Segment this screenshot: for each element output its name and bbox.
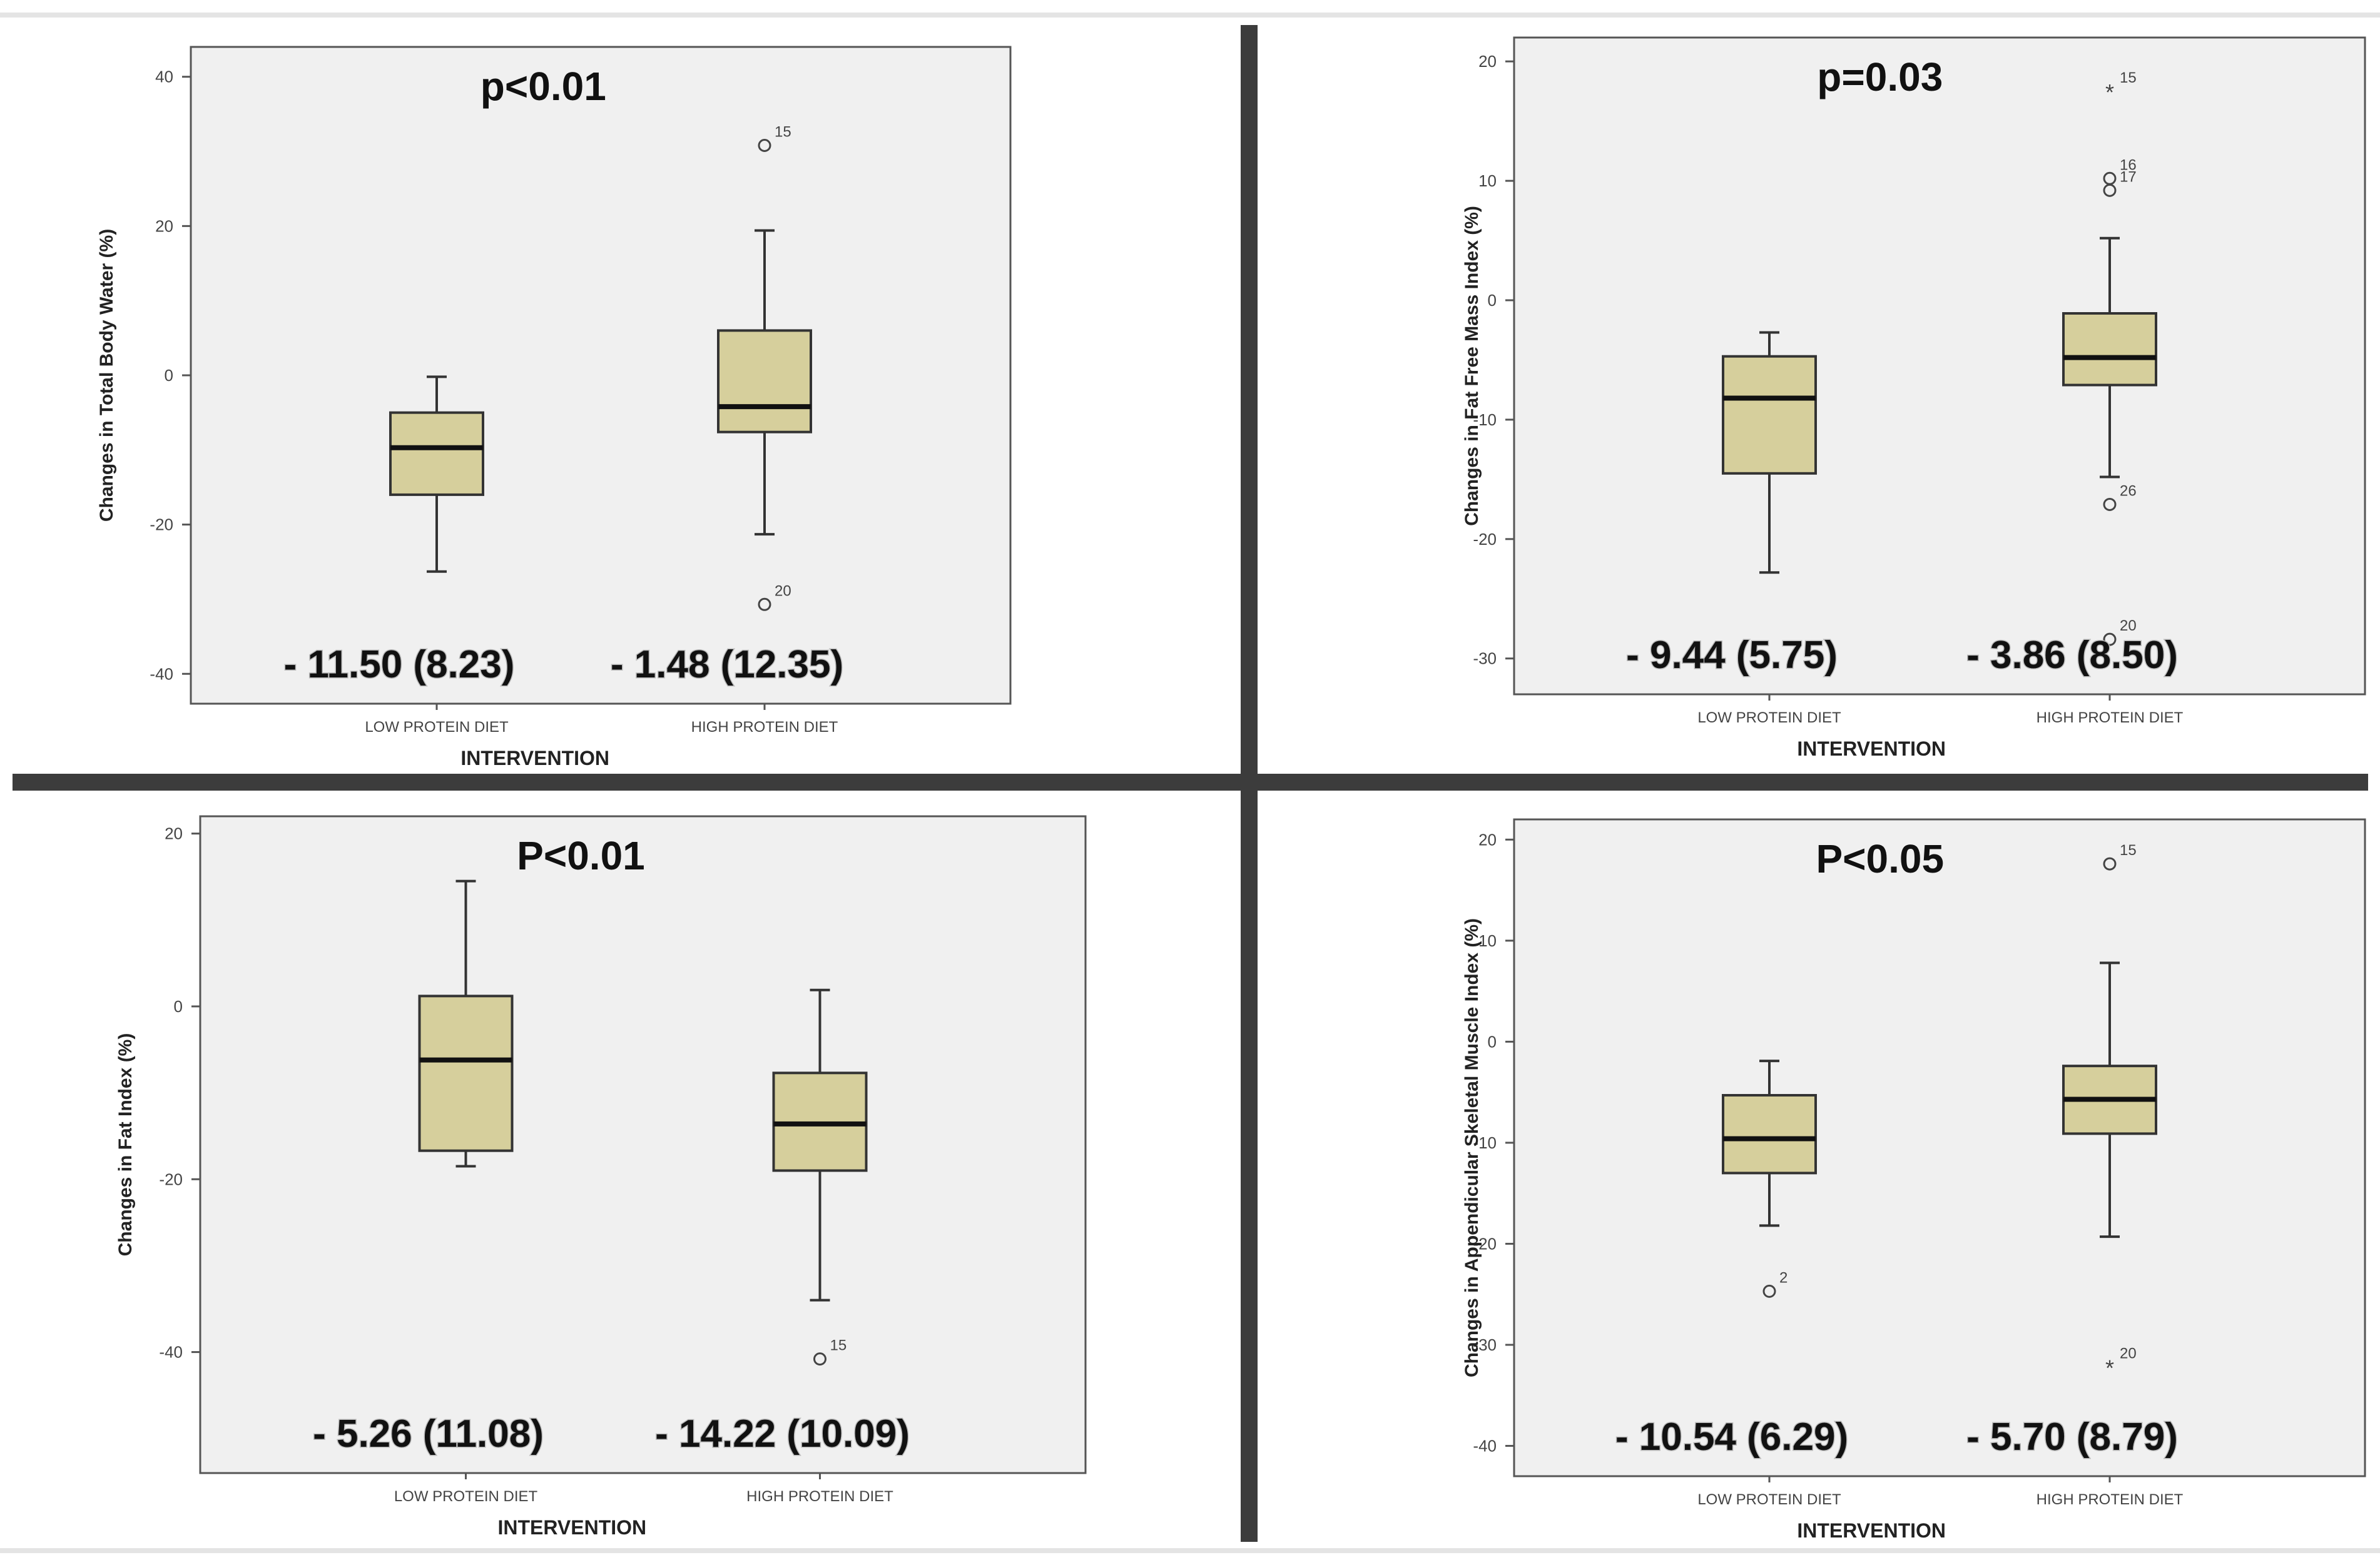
y-tick-label: 0 xyxy=(165,366,173,385)
y-tick-label: -40 xyxy=(150,664,173,683)
outlier-label: 15 xyxy=(830,1337,847,1354)
x-axis-label: INTERVENTION xyxy=(1797,1519,1946,1542)
y-axis-label: Changes in Appendicular Skeletal Muscle … xyxy=(1462,918,1482,1377)
y-axis-label: Changes in Fat Free Mass Index (%) xyxy=(1462,206,1482,526)
outlier-circle xyxy=(2103,857,2117,871)
y-tick-label: -20 xyxy=(159,1170,183,1188)
x-axis-label: INTERVENTION xyxy=(1797,737,1946,760)
outlier-label: 15 xyxy=(2120,69,2137,86)
x-axis-label: INTERVENTION xyxy=(460,747,609,769)
x-tick-label: HIGH PROTEIN DIET xyxy=(691,719,838,736)
bottom-border-line xyxy=(0,1548,2380,1553)
plot-area xyxy=(1513,36,2366,696)
outlier-label: 2 xyxy=(1779,1269,1788,1286)
outlier-circle xyxy=(2103,183,2117,197)
box-iqr xyxy=(418,995,514,1152)
chart-fat-free-mass-index: 20 10 0 -10 -20 -30 Changes in Fat Free Mass I… xyxy=(1462,36,2366,760)
outlier-circle xyxy=(758,597,771,611)
x-tick-label: LOW PROTEIN DIET xyxy=(365,719,509,736)
y-tick-label: -20 xyxy=(150,515,173,534)
plot-area xyxy=(190,46,1012,705)
x-tick-label: LOW PROTEIN DIET xyxy=(1697,1491,1841,1508)
outlier-circle xyxy=(1762,1284,1776,1298)
box-iqr xyxy=(1722,1094,1817,1175)
y-tick-label: -30 xyxy=(1473,1335,1497,1354)
chart-title: p=0.03 xyxy=(1817,54,1943,99)
chart-title: P<0.05 xyxy=(1816,836,1944,881)
box-iqr xyxy=(2062,312,2157,387)
y-tick-label: 20 xyxy=(165,824,183,843)
outlier-label: 17 xyxy=(2120,168,2137,185)
x-tick-label: HIGH PROTEIN DIET xyxy=(2037,709,2184,726)
outlier-label: 20 xyxy=(2120,1345,2137,1362)
outlier-label: 26 xyxy=(2120,482,2137,499)
y-axis-label: Changes in Fat Index (%) xyxy=(115,1033,136,1257)
plot-area xyxy=(199,815,1087,1474)
y-tick-label: -10 xyxy=(1473,410,1497,429)
y-tick-label: 0 xyxy=(174,997,183,1016)
x-tick-label: HIGH PROTEIN DIET xyxy=(746,1488,893,1505)
plot-area xyxy=(1513,818,2366,1477)
y-tick-label: -10 xyxy=(1473,1133,1497,1152)
y-tick-label: 20 xyxy=(1478,52,1497,71)
y-tick-label: 10 xyxy=(1478,931,1497,950)
y-tick-label: 0 xyxy=(1488,291,1497,310)
y-tick-label: -20 xyxy=(1473,1234,1497,1253)
y-tick-label: -30 xyxy=(1473,649,1497,668)
y-tick-label: -20 xyxy=(1473,530,1497,549)
y-tick-label: 20 xyxy=(1478,830,1497,849)
y-tick-label: -40 xyxy=(1473,1437,1497,1456)
y-axis-label: Changes in Total Body Water (%) xyxy=(96,229,117,522)
outlier-label: 15 xyxy=(2120,842,2137,859)
y-tick-label: 40 xyxy=(155,68,173,86)
outlier-circle xyxy=(2103,632,2117,646)
summary-stat-label: - 3.86 (8.50) xyxy=(1966,634,2178,677)
outlier-circle xyxy=(813,1352,826,1366)
summary-stat-label: - 1.48 (12.35) xyxy=(611,643,843,686)
summary-stat-label: - 11.50 (8.23) xyxy=(284,643,515,686)
x-tick-label: LOW PROTEIN DIET xyxy=(394,1488,538,1505)
y-tick-label: 20 xyxy=(155,216,173,235)
summary-stat-label: - 10.54 (6.29) xyxy=(1615,1416,1848,1459)
outlier-label: 20 xyxy=(775,582,791,599)
horizontal-separator xyxy=(13,774,2368,791)
outlier-label: 15 xyxy=(775,124,791,141)
box-iqr xyxy=(1722,355,1817,475)
chart-appendicular-skeletal-muscle-index: 20 10 0 -10 -20 -30 -40 Changes in Appendicular… xyxy=(1462,818,2366,1542)
chart-title: p<0.01 xyxy=(481,64,606,109)
outlier-star: * xyxy=(2105,79,2114,105)
outlier-label: 20 xyxy=(2120,617,2137,634)
summary-stat-label: - 5.26 (11.08) xyxy=(313,1412,544,1456)
chart-total-body-water: 40 20 0 -20 -40 Changes in Total Body Water (… xyxy=(96,46,1012,769)
box-iqr xyxy=(717,329,812,433)
outlier-circle xyxy=(2103,497,2117,511)
summary-stat-label: - 5.70 (8.79) xyxy=(1966,1416,2178,1459)
chart-fat-index: 20 0 -20 -40 Changes in Fat Index (%) P<0.01 I… xyxy=(115,815,1087,1539)
y-tick-label: 0 xyxy=(1488,1032,1497,1051)
outlier-circle xyxy=(758,139,771,152)
box-iqr xyxy=(389,411,484,496)
outlier-label: 16 xyxy=(2120,156,2137,173)
x-tick-label: LOW PROTEIN DIET xyxy=(1697,709,1841,726)
summary-stat-label: - 9.44 (5.75) xyxy=(1626,634,1838,677)
y-tick-label: -40 xyxy=(159,1343,183,1362)
y-tick-label: 10 xyxy=(1478,171,1497,190)
x-axis-label: INTERVENTION xyxy=(497,1516,646,1539)
summary-stat-label: - 14.22 (10.09) xyxy=(655,1412,910,1456)
x-tick-label: HIGH PROTEIN DIET xyxy=(2037,1491,2184,1508)
top-border-line xyxy=(0,13,2380,18)
outlier-star: * xyxy=(2105,1355,2114,1381)
chart-title: P<0.01 xyxy=(517,833,645,878)
